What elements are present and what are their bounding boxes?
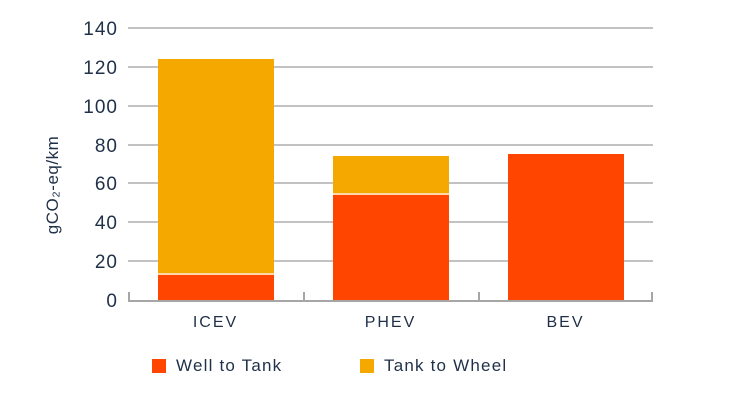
x-axis-tick bbox=[303, 292, 305, 300]
segment-phev-well-to-tank bbox=[332, 195, 449, 300]
x-tick-label-icev: ICEV bbox=[192, 314, 239, 331]
x-tick-label-phev: PHEV bbox=[364, 314, 417, 331]
legend-swatch-icon bbox=[152, 359, 166, 373]
x-tick-label-bev: BEV bbox=[546, 314, 585, 331]
segment-phev-tank-to-wheel bbox=[332, 156, 449, 196]
gridline-120 bbox=[128, 65, 653, 68]
y-tick-label-20: 20 bbox=[94, 252, 118, 274]
y-tick-label-80: 80 bbox=[94, 135, 118, 157]
x-axis-tick bbox=[128, 292, 130, 300]
gridline-100 bbox=[128, 104, 653, 107]
plot-area bbox=[128, 27, 653, 302]
segment-bev-well-to-tank bbox=[507, 154, 624, 300]
segment-icev-well-to-tank bbox=[157, 274, 274, 300]
bar-phev bbox=[332, 28, 449, 300]
bar-bev bbox=[507, 28, 624, 300]
legend-swatch-icon bbox=[360, 359, 374, 373]
segment-icev-tank-to-wheel bbox=[157, 59, 274, 275]
legend-item-well-to-tank: Well to Tank bbox=[152, 356, 282, 376]
x-axis-tick bbox=[651, 292, 653, 300]
y-tick-label-40: 40 bbox=[94, 213, 118, 235]
legend: Well to Tank Tank to Wheel bbox=[0, 356, 730, 380]
gridline-140 bbox=[128, 27, 653, 29]
y-tick-label-100: 100 bbox=[83, 96, 118, 118]
legend-label: Tank to Wheel bbox=[384, 356, 508, 375]
y-tick-label-120: 120 bbox=[83, 57, 118, 79]
y-tick-label-0: 0 bbox=[106, 291, 118, 312]
y-tick-label-60: 60 bbox=[94, 174, 118, 196]
legend-label: Well to Tank bbox=[176, 356, 283, 375]
legend-item-tank-to-wheel: Tank to Wheel bbox=[360, 356, 507, 376]
x-axis-tick bbox=[478, 292, 480, 300]
y-tick-label-140: 140 bbox=[83, 19, 118, 40]
bar-icev bbox=[157, 28, 274, 300]
gridline-80 bbox=[128, 143, 653, 146]
